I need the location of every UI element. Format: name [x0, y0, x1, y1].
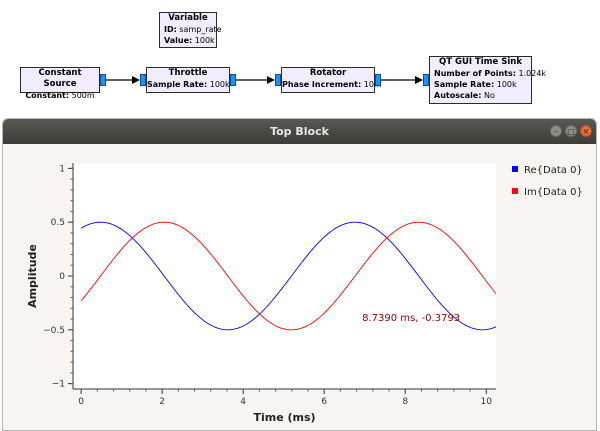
constant-source-param-label: Constant: — [25, 91, 70, 100]
time-sink-autoscale-value: No — [484, 91, 495, 100]
rotator-title: Rotator — [309, 68, 347, 78]
legend-item-re[interactable]: Re{Data 0} — [512, 165, 583, 176]
throttle-param-label: Sample Rate: — [147, 80, 208, 89]
arrowhead-rotator — [267, 76, 275, 84]
legend-item-im[interactable]: Im{Data 0} — [512, 187, 583, 198]
throttle-in-port[interactable] — [140, 74, 146, 86]
series-line-re — [80, 221, 497, 331]
cursor-readout: 8.7390 ms, -0.3793 — [362, 313, 460, 324]
legend-swatch-im — [512, 188, 518, 194]
time-domain-chart[interactable]: 1 0.5 0 −0.5 −1 0 2 4 6 8 10 8.7390 ms, -0.3793 Ti… — [3, 144, 597, 431]
constant-source-out-port[interactable] — [100, 74, 106, 86]
close-button[interactable]: × — [580, 125, 592, 137]
x-axis-label: Time (ms) — [253, 411, 315, 424]
time-sink-in-port[interactable] — [423, 74, 429, 86]
arrowhead-sink — [415, 76, 423, 84]
legend-label-re: Re{Data 0} — [524, 165, 583, 176]
rotator-out-port[interactable] — [375, 74, 381, 86]
legend-label-im: Im{Data 0} — [524, 187, 583, 198]
maximize-button[interactable]: □ — [565, 125, 577, 137]
throttle-out-port[interactable] — [230, 74, 236, 86]
time-sink-title: QT GUI Time Sink — [438, 57, 523, 67]
time-sink-points-label: Number of Points: — [434, 69, 516, 78]
top-block-window[interactable]: Top Block – □ × 1 0.5 0 −0.5 −1 0 2 4 6 8 10 8.739… — [2, 118, 597, 431]
x-tick-label: 10 — [481, 397, 493, 407]
series-line-im — [80, 221, 497, 331]
time-sink-block[interactable]: QT GUI Time Sink Number of Points: 1.024… — [429, 56, 546, 104]
rotator-param-label: Phase Increment: — [282, 80, 362, 89]
connection-arrows — [106, 76, 423, 84]
variable-value-label: Value: — [164, 36, 193, 45]
rotator-block[interactable]: Rotator Phase Increment: 10m — [281, 67, 382, 93]
rotator-in-port[interactable] — [275, 74, 281, 86]
variable-value-value: 100k — [194, 36, 215, 45]
x-tick-label: 0 — [78, 397, 84, 407]
constant-source-param-value: 500m — [71, 91, 95, 100]
variable-id-label: ID: — [164, 25, 177, 34]
x-tick-label: 8 — [402, 397, 408, 407]
time-plot-area[interactable]: 1 0.5 0 −0.5 −1 0 2 4 6 8 10 8.7390 ms, -0.3793 Ti… — [3, 144, 597, 431]
plot-canvas — [73, 163, 496, 389]
y-tick-label: 0 — [59, 272, 65, 282]
throttle-title: Throttle — [168, 68, 208, 78]
window-titlebar[interactable]: Top Block – □ × — [3, 119, 596, 144]
time-sink-rate-value: 100k — [496, 80, 517, 89]
x-tick-label: 6 — [321, 397, 327, 407]
window-title: Top Block — [270, 125, 329, 138]
throttle-param-value: 100k — [209, 80, 230, 89]
arrowhead-throttle — [132, 76, 140, 84]
x-tick-label: 4 — [240, 397, 246, 407]
time-sink-points-value: 1.024k — [518, 69, 547, 78]
y-axis-label: Amplitude — [26, 244, 39, 308]
time-sink-rate-label: Sample Rate: — [434, 80, 495, 89]
constant-source-title: Constant Source — [38, 68, 82, 89]
minimize-button[interactable]: – — [550, 125, 562, 137]
throttle-block[interactable]: Throttle Sample Rate: 100k — [146, 67, 230, 93]
variable-id-value: samp_rate — [179, 25, 222, 34]
y-tick-label: −0.5 — [43, 326, 65, 336]
y-tick-label: 1 — [59, 164, 65, 174]
y-tick-label: −1 — [52, 380, 65, 390]
variable-block-title: Variable — [168, 13, 208, 23]
time-sink-autoscale-label: Autoscale: — [434, 91, 482, 100]
variable-block[interactable]: Variable ID: samp_rate Value: 100k — [159, 12, 222, 48]
rotator-param-value: 10m — [363, 80, 382, 89]
legend-swatch-re — [512, 166, 518, 172]
constant-source-block[interactable]: Constant Source Constant: 500m — [20, 67, 100, 100]
x-tick-label: 2 — [159, 397, 165, 407]
y-tick-label: 0.5 — [51, 218, 65, 228]
